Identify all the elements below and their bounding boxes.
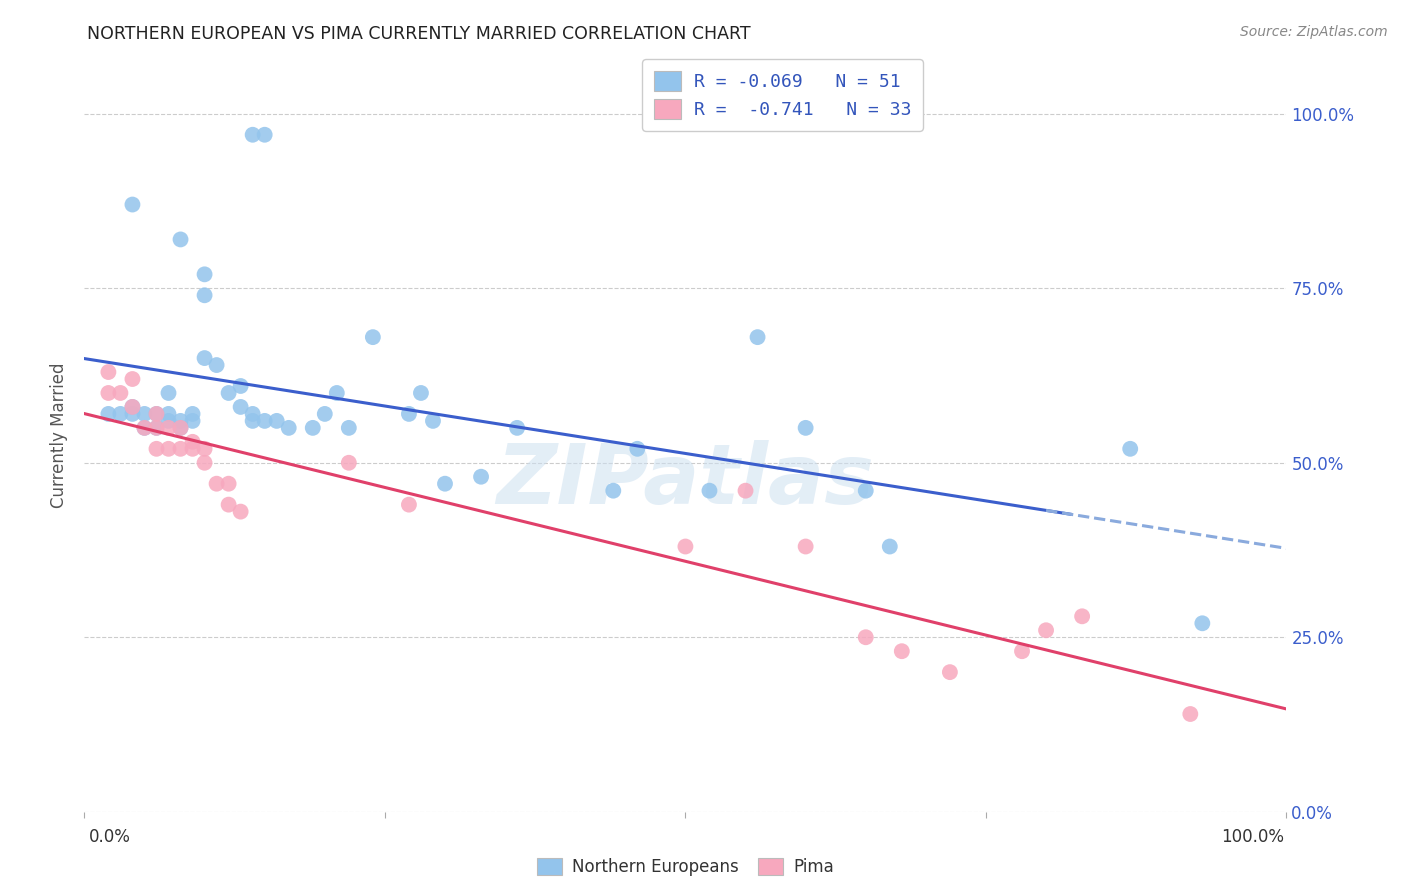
Point	[121, 197, 143, 211]
Point	[229, 505, 252, 519]
Point	[194, 288, 217, 302]
Text: Source: ZipAtlas.com: Source: ZipAtlas.com	[1240, 25, 1388, 39]
Point	[314, 407, 336, 421]
Point	[1035, 624, 1057, 638]
Point	[145, 421, 167, 435]
Point	[145, 442, 167, 456]
Point	[194, 442, 217, 456]
Point	[794, 421, 817, 435]
Point	[434, 476, 457, 491]
Point	[157, 386, 180, 401]
Point	[242, 407, 264, 421]
Point	[699, 483, 721, 498]
Point	[361, 330, 384, 344]
Point	[145, 407, 167, 421]
Point	[301, 421, 323, 435]
Point	[855, 630, 877, 644]
Point	[1191, 616, 1213, 631]
Point	[157, 407, 180, 421]
Point	[121, 400, 143, 414]
Point	[1071, 609, 1094, 624]
Point	[145, 407, 167, 421]
Point	[1119, 442, 1142, 456]
Point	[409, 386, 432, 401]
Point	[253, 128, 276, 142]
Text: 100.0%: 100.0%	[1220, 828, 1284, 846]
Point	[422, 414, 444, 428]
Text: 0.0%: 0.0%	[89, 828, 131, 846]
Point	[169, 232, 191, 246]
Point	[205, 476, 228, 491]
Point	[398, 407, 420, 421]
Point	[277, 421, 299, 435]
Point	[205, 358, 228, 372]
Point	[97, 365, 120, 379]
Point	[169, 442, 191, 456]
Point	[855, 483, 877, 498]
Point	[134, 421, 156, 435]
Point	[110, 407, 132, 421]
Point	[939, 665, 962, 680]
Point	[1011, 644, 1033, 658]
Point	[121, 400, 143, 414]
Legend: Northern Europeans, Pima: Northern Europeans, Pima	[530, 851, 841, 882]
Point	[266, 414, 288, 428]
Point	[470, 469, 492, 483]
Point	[626, 442, 648, 456]
Point	[181, 434, 204, 449]
Point	[145, 421, 167, 435]
Point	[229, 379, 252, 393]
Point	[794, 540, 817, 554]
Point	[157, 421, 180, 435]
Point	[1180, 706, 1202, 721]
Point	[675, 540, 697, 554]
Point	[734, 483, 756, 498]
Point	[229, 400, 252, 414]
Point	[602, 483, 624, 498]
Point	[218, 476, 240, 491]
Point	[157, 414, 180, 428]
Text: ZIPatlas: ZIPatlas	[496, 440, 875, 521]
Point	[169, 421, 191, 435]
Point	[181, 414, 204, 428]
Point	[121, 407, 143, 421]
Point	[134, 421, 156, 435]
Y-axis label: Currently Married: Currently Married	[51, 362, 69, 508]
Point	[506, 421, 529, 435]
Point	[134, 407, 156, 421]
Point	[169, 421, 191, 435]
Point	[253, 414, 276, 428]
Point	[398, 498, 420, 512]
Point	[169, 414, 191, 428]
Point	[97, 407, 120, 421]
Point	[242, 414, 264, 428]
Text: NORTHERN EUROPEAN VS PIMA CURRENTLY MARRIED CORRELATION CHART: NORTHERN EUROPEAN VS PIMA CURRENTLY MARR…	[87, 25, 751, 43]
Point	[337, 421, 360, 435]
Point	[181, 407, 204, 421]
Point	[337, 456, 360, 470]
Point	[121, 372, 143, 386]
Point	[890, 644, 912, 658]
Point	[194, 456, 217, 470]
Point	[194, 351, 217, 365]
Point	[110, 386, 132, 401]
Point	[97, 386, 120, 401]
Point	[747, 330, 769, 344]
Point	[218, 386, 240, 401]
Point	[181, 442, 204, 456]
Point	[326, 386, 349, 401]
Point	[157, 442, 180, 456]
Point	[879, 540, 901, 554]
Point	[194, 268, 217, 282]
Point	[242, 128, 264, 142]
Point	[218, 498, 240, 512]
